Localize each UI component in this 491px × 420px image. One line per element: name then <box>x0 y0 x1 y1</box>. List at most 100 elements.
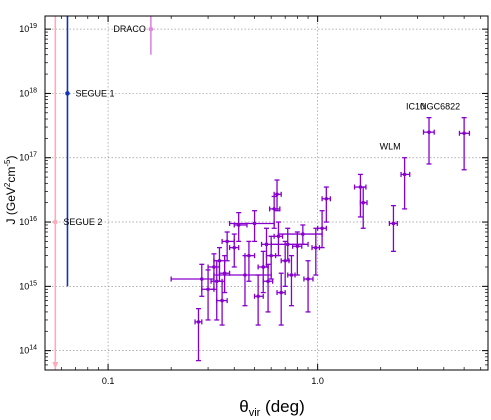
data-point <box>321 186 332 223</box>
data-point-marker <box>220 298 224 303</box>
x-axis-label-sub: vir <box>249 407 261 419</box>
y-tick-label-base: 10 <box>19 346 29 356</box>
data-point <box>359 186 368 229</box>
data-point-marker <box>199 277 204 281</box>
data-point <box>316 210 327 249</box>
data-point <box>280 240 290 287</box>
data-point <box>228 233 240 268</box>
data-point-marker <box>283 258 287 263</box>
grid <box>45 16 488 370</box>
y-tick-label-exp: 18 <box>29 87 37 94</box>
y-axis-label-sup1: 2 <box>3 182 12 187</box>
data-point-marker <box>295 244 300 249</box>
label-ic10: IC10 <box>406 102 425 112</box>
data-point-marker <box>301 232 305 236</box>
x-axis-label: θvir (deg) <box>239 397 305 419</box>
x-tick-label: 1.0 <box>311 376 324 386</box>
data-point-draco-marker <box>148 26 154 32</box>
y-axis-label-pre: J (GeV <box>4 187 18 224</box>
y-tick-label: 1017 <box>19 152 37 163</box>
data-point-marker <box>289 273 294 277</box>
data-point-wlm <box>400 157 411 210</box>
y-axis-label-sup2: -5 <box>3 159 12 167</box>
data-point-marker <box>261 265 266 269</box>
data-point-marker <box>225 239 229 244</box>
data-point-wlm-marker <box>402 172 407 177</box>
data-point-marker <box>391 221 396 226</box>
data-point-marker <box>252 221 257 226</box>
data-marks <box>52 16 471 370</box>
label-draco: DRACO <box>113 24 146 34</box>
data-point-marker <box>243 273 247 277</box>
data-point-ic10 <box>422 117 435 165</box>
data-point-marker <box>361 200 366 205</box>
plot-frame <box>44 15 489 371</box>
data-point-marker <box>285 242 290 247</box>
y-tick-label-base: 10 <box>19 24 29 34</box>
data-point <box>276 272 286 326</box>
data-point-ngc6822-marker <box>462 131 466 136</box>
label-ngc6822: NGC6822 <box>420 102 460 112</box>
data-point <box>262 263 274 313</box>
data-point <box>303 260 314 313</box>
data-point <box>253 274 264 326</box>
data-point-marker <box>266 279 270 284</box>
data-point-marker <box>272 207 276 211</box>
data-point <box>218 255 231 294</box>
y-tick-label-exp: 15 <box>29 280 37 287</box>
data-point-marker <box>306 277 310 281</box>
data-point-marker <box>275 192 279 197</box>
data-point-marker <box>264 242 269 247</box>
y-tick-label: 1015 <box>19 280 37 291</box>
data-point-marker <box>196 320 201 324</box>
data-point <box>287 255 296 307</box>
y-tick-label: 1019 <box>19 23 37 34</box>
y-tick-label-base: 10 <box>19 153 29 163</box>
y-tick-label-exp: 19 <box>29 23 37 30</box>
data-point-marker <box>279 290 283 295</box>
data-point <box>216 280 228 326</box>
label-segue-1: SEGUE 1 <box>75 88 114 98</box>
y-tick-label: 1018 <box>19 87 37 98</box>
data-point-marker <box>212 265 216 269</box>
data-point-segue-2-marker <box>53 219 58 225</box>
data-point-marker <box>206 287 210 292</box>
data-point <box>388 204 398 253</box>
y-tick-label-base: 10 <box>19 217 29 227</box>
y-axis-label: J (GeV2cm-5) <box>3 156 18 225</box>
data-point-marker <box>256 294 260 299</box>
y-tick-label: 1014 <box>19 345 37 356</box>
data-point-segue-2-arrow <box>52 362 59 369</box>
label-wlm: WLM <box>380 142 401 152</box>
y-tick-label-base: 10 <box>19 88 29 98</box>
data-point <box>273 179 282 212</box>
y-axis-label-mid: cm <box>4 167 18 183</box>
data-point-segue-1-marker <box>65 91 70 96</box>
data-point <box>244 240 256 282</box>
data-point-draco <box>148 16 154 55</box>
x-tick-label: 0.1 <box>102 376 115 386</box>
data-point-marker <box>217 258 222 263</box>
label-segue-2: SEGUE 2 <box>63 217 102 227</box>
data-point-marker <box>314 245 318 250</box>
y-tick-label: 1016 <box>19 216 37 227</box>
y-axis-label-post: ) <box>4 156 18 160</box>
data-point-marker <box>320 226 324 231</box>
x-axis-label-rest: (deg) <box>260 397 304 416</box>
data-point-marker <box>324 196 329 201</box>
data-point-marker <box>269 253 273 258</box>
data-point <box>311 227 321 276</box>
data-point <box>194 307 203 362</box>
y-tick-label-exp: 16 <box>29 216 37 223</box>
data-point-marker <box>358 185 363 189</box>
y-tick-label-exp: 14 <box>29 345 37 352</box>
y-tick-label-base: 10 <box>19 281 29 291</box>
data-point-marker <box>232 245 237 250</box>
data-point-ic10-marker <box>427 130 431 134</box>
data-point-segue-2 <box>52 16 59 370</box>
data-point-marker <box>247 253 251 258</box>
x-axis-label-main: θ <box>239 397 248 416</box>
